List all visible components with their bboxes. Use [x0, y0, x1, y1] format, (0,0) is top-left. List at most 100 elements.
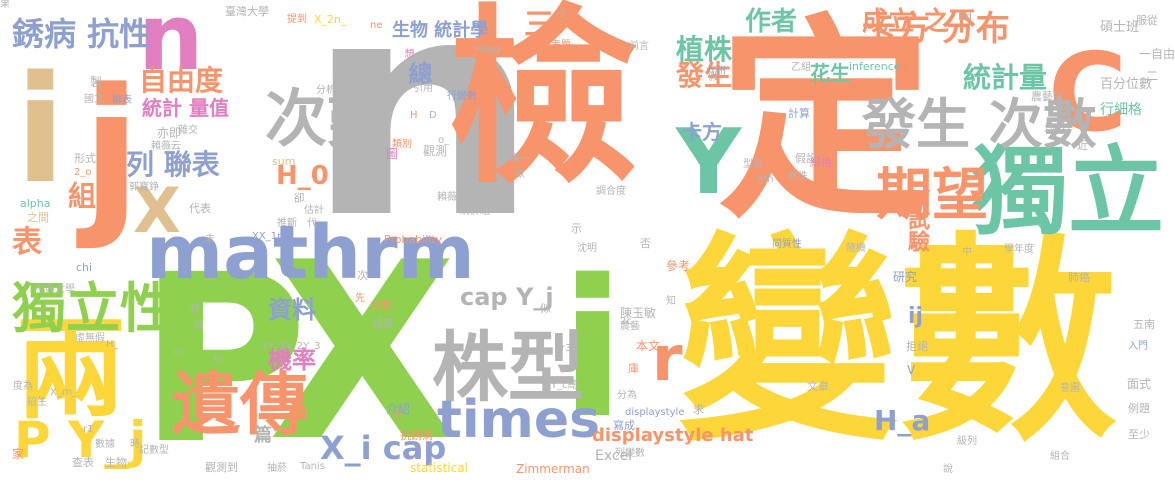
word-157: 意圖: [1060, 383, 1080, 394]
word-117: 9th: [757, 174, 774, 185]
word-89: r2: [556, 9, 567, 20]
word-126: 面式: [1127, 377, 1152, 391]
word-167: 育: [190, 304, 200, 315]
word-80: 細格: [810, 156, 832, 169]
word-52: 碩士班: [1100, 20, 1140, 35]
word-49: 試驗: [904, 208, 929, 252]
word-103: 製: [90, 75, 103, 89]
word-105: 賴薇云: [151, 141, 181, 152]
word-110: 代: [307, 218, 317, 229]
word-148: 先: [355, 293, 365, 304]
word-160: 服從: [1136, 14, 1158, 27]
word-173: H: [410, 110, 418, 121]
word-145: r1: [83, 424, 94, 435]
word-169: rc: [174, 347, 184, 358]
word-40: cap Y_j: [460, 283, 554, 311]
word-102: 大於: [332, 71, 352, 82]
word-182: o_: [438, 135, 450, 146]
word-124: 五南: [1133, 318, 1155, 331]
word-104: 雜交: [178, 125, 198, 136]
word-91: ne: [370, 20, 383, 31]
word-1: 檢: [448, 0, 639, 209]
word-44: 卡方: [682, 120, 722, 144]
word-60: displaystyle: [625, 407, 685, 418]
word-179: Y_c總: [551, 380, 578, 391]
word-31: 統計量: [963, 61, 1048, 94]
word-136: 中興大學: [35, 284, 75, 295]
word-168: 項: [193, 321, 203, 332]
word-81: 計算: [788, 107, 810, 120]
word-114: 沈明: [577, 243, 597, 254]
word-116: 否: [640, 237, 651, 250]
word-178: X_rn_: [50, 387, 78, 398]
word-68: 寫成: [613, 419, 635, 432]
word-29: X_i cap: [320, 429, 447, 467]
word-9: 獨立: [972, 136, 1164, 248]
word-172: V: [907, 363, 916, 377]
word-18: 次數: [265, 82, 390, 155]
word-153: 求: [693, 403, 704, 416]
word-123: 肺癌: [1068, 271, 1090, 284]
word-163: 均: [1044, 122, 1055, 135]
word-70: 篇: [251, 425, 272, 443]
word-121: 同質性: [772, 239, 802, 250]
word-21: Y: [676, 110, 742, 215]
word-151: r3: [561, 343, 572, 354]
word-79: 假設: [795, 152, 817, 165]
word-132: 似: [540, 302, 551, 315]
word-8: i: [15, 44, 66, 216]
word-152: 庫: [628, 362, 639, 375]
word-53: 行細格: [1100, 102, 1142, 118]
word-127: 例題: [1128, 402, 1150, 415]
word-75: 之間: [27, 211, 49, 224]
word-88: Hogg: [474, 44, 501, 55]
word-109: 卻: [292, 192, 305, 203]
word-175: 列: [213, 355, 223, 366]
word-101: 聯表: [112, 95, 132, 106]
word-107: 估計: [304, 205, 324, 216]
word-130: 級列: [957, 436, 977, 447]
word-146: 家: [12, 447, 25, 461]
word-84: 農藝所: [1031, 90, 1064, 103]
word-165: 二: [1146, 69, 1159, 83]
word-33: 植株: [676, 33, 733, 66]
word-92: 想: [402, 48, 413, 58]
word-62: 研究: [893, 270, 918, 284]
word-64: 陳玉敏: [620, 306, 657, 320]
word-41: 統計 量值: [142, 96, 229, 120]
word-98: 讀者: [347, 144, 367, 155]
word-30: 表: [12, 225, 42, 260]
word-134: 調查: [372, 317, 394, 330]
word-106: 郭寶錚: [129, 182, 159, 193]
word-65: 本文: [636, 339, 661, 353]
word-38: H_0: [276, 161, 329, 191]
word-72: YY_1Y_2Y_3: [262, 341, 321, 352]
word-159: Ed: [958, 10, 972, 23]
word-189: 果: [0, 0, 10, 10]
word-19: 發生 次數: [862, 93, 1097, 156]
word-140: 生物: [105, 456, 127, 469]
word-35: 作者: [745, 7, 798, 37]
word-69: 列變數: [615, 448, 645, 459]
word-174: D: [429, 110, 437, 121]
word-100: 國立: [84, 94, 104, 105]
word-143: 抽菸: [267, 463, 287, 474]
word-154: 拒絕: [906, 340, 928, 353]
word-46: 三: [518, 8, 553, 38]
word-56: inference: [849, 60, 901, 73]
word-115: 示: [571, 222, 582, 235]
word-54: 臺灣大學: [225, 5, 269, 18]
word-112: 統計組: [460, 206, 490, 217]
word-36: 資料: [268, 296, 316, 324]
word-51: 百分位數: [1100, 77, 1153, 92]
word-171: E: [394, 408, 402, 422]
word-66: 介紹: [386, 402, 411, 416]
word-39: H_a: [874, 404, 931, 437]
word-138: 招生: [27, 397, 47, 408]
word-6: P: [138, 225, 309, 482]
word-5: X: [268, 210, 457, 482]
word-78: sum: [272, 155, 296, 168]
word-77: 代表: [189, 202, 211, 215]
word-122: 學年度: [1004, 244, 1034, 255]
word-15: 遺傳: [172, 366, 309, 445]
